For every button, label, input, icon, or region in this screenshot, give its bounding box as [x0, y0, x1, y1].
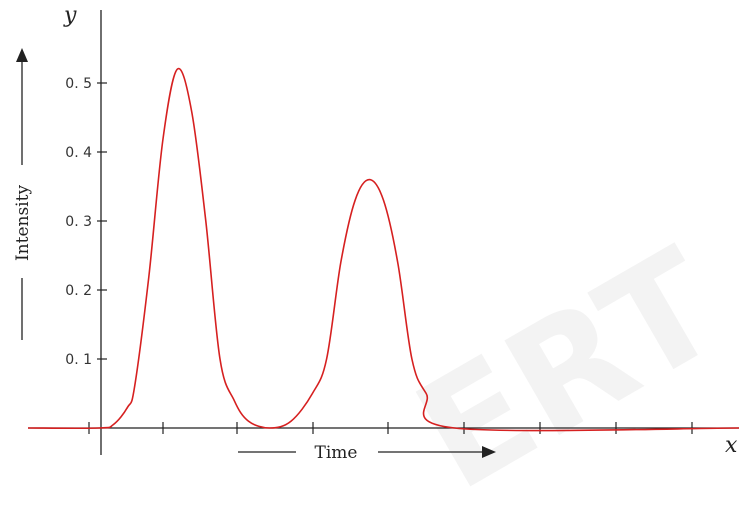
watermark: ERT	[389, 217, 739, 508]
x-axis-letter: x	[725, 433, 738, 458]
y-axis-label: Intensity	[13, 185, 33, 261]
y-tick-label: 0. 2	[65, 283, 92, 299]
y-tick-label: 0. 5	[65, 76, 92, 92]
intensity-curve	[27, 67, 739, 432]
x-title-arrow-icon	[482, 446, 496, 458]
y-ticks: 0. 1 0. 2 0. 3 0. 4 0. 5	[65, 76, 107, 368]
y-title-arrow-icon	[16, 48, 28, 62]
x-axis-title: Time	[238, 443, 496, 463]
x-axis-label: Time	[315, 443, 358, 463]
y-tick-label: 0. 3	[65, 214, 92, 230]
y-axis-title: Intensity	[13, 48, 33, 340]
y-axis-letter: y	[63, 3, 77, 28]
y-tick-label: 0. 1	[65, 352, 92, 368]
y-tick-label: 0. 4	[65, 145, 92, 161]
